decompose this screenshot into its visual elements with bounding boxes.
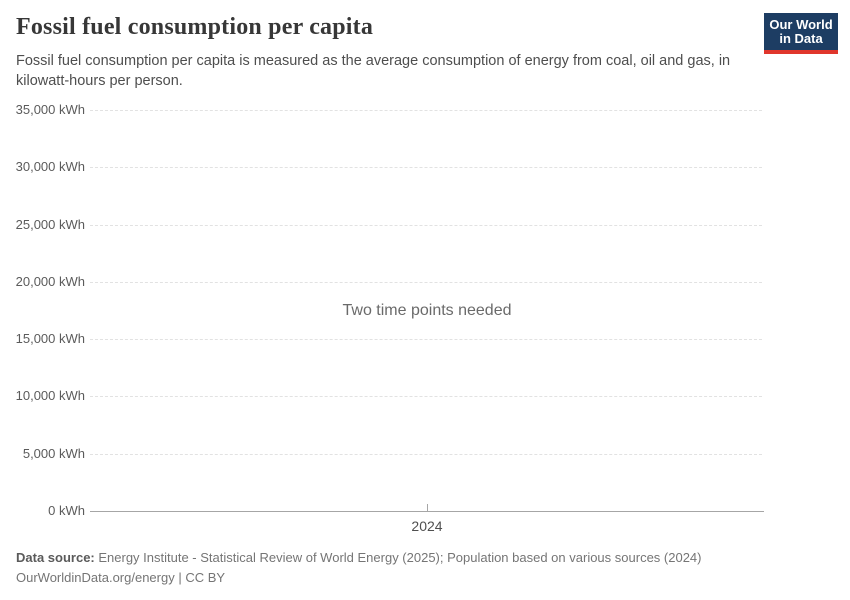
y-axis-tick-label: 25,000 kWh [15,217,85,232]
data-source-line: Data source: Energy Institute - Statisti… [16,548,701,568]
chart-subtitle: Fossil fuel consumption per capita is me… [16,53,731,89]
y-axis-tick-label: 30,000 kWh [15,159,85,174]
y-axis-tick-label: 20,000 kWh [15,274,85,289]
empty-state-message: Two time points needed [342,302,512,319]
x-axis-tick-mark [427,504,428,511]
x-axis-line [90,511,764,512]
gridline [90,225,762,226]
page-title: Fossil fuel consumption per capita [16,14,374,40]
gridline [90,396,762,397]
y-axis-tick-label: 35,000 kWh [15,102,85,117]
gridline [90,454,762,455]
y-axis-tick-label: 5,000 kWh [22,446,85,461]
chart-footer: Data source: Energy Institute - Statisti… [16,548,701,588]
owid-logo[interactable]: Our World in Data [764,13,838,54]
gridline [90,339,762,340]
owid-logo-line1: Our World [769,17,833,32]
y-axis-tick-label: 10,000 kWh [15,388,85,403]
gridline [90,110,762,111]
gridline [90,282,762,283]
y-axis-tick-label: 0 kWh [48,503,85,518]
data-source-label: Data source: [16,550,95,565]
owid-logo-line2: in Data [779,31,823,46]
gridline [90,167,762,168]
y-axis-tick-label: 15,000 kWh [15,331,85,346]
x-axis-tick-label: 2024 [411,518,443,534]
owid-url-license-link[interactable]: OurWorldinData.org/energy | CC BY [16,570,226,585]
data-source-text: Energy Institute - Statistical Review of… [94,550,702,565]
